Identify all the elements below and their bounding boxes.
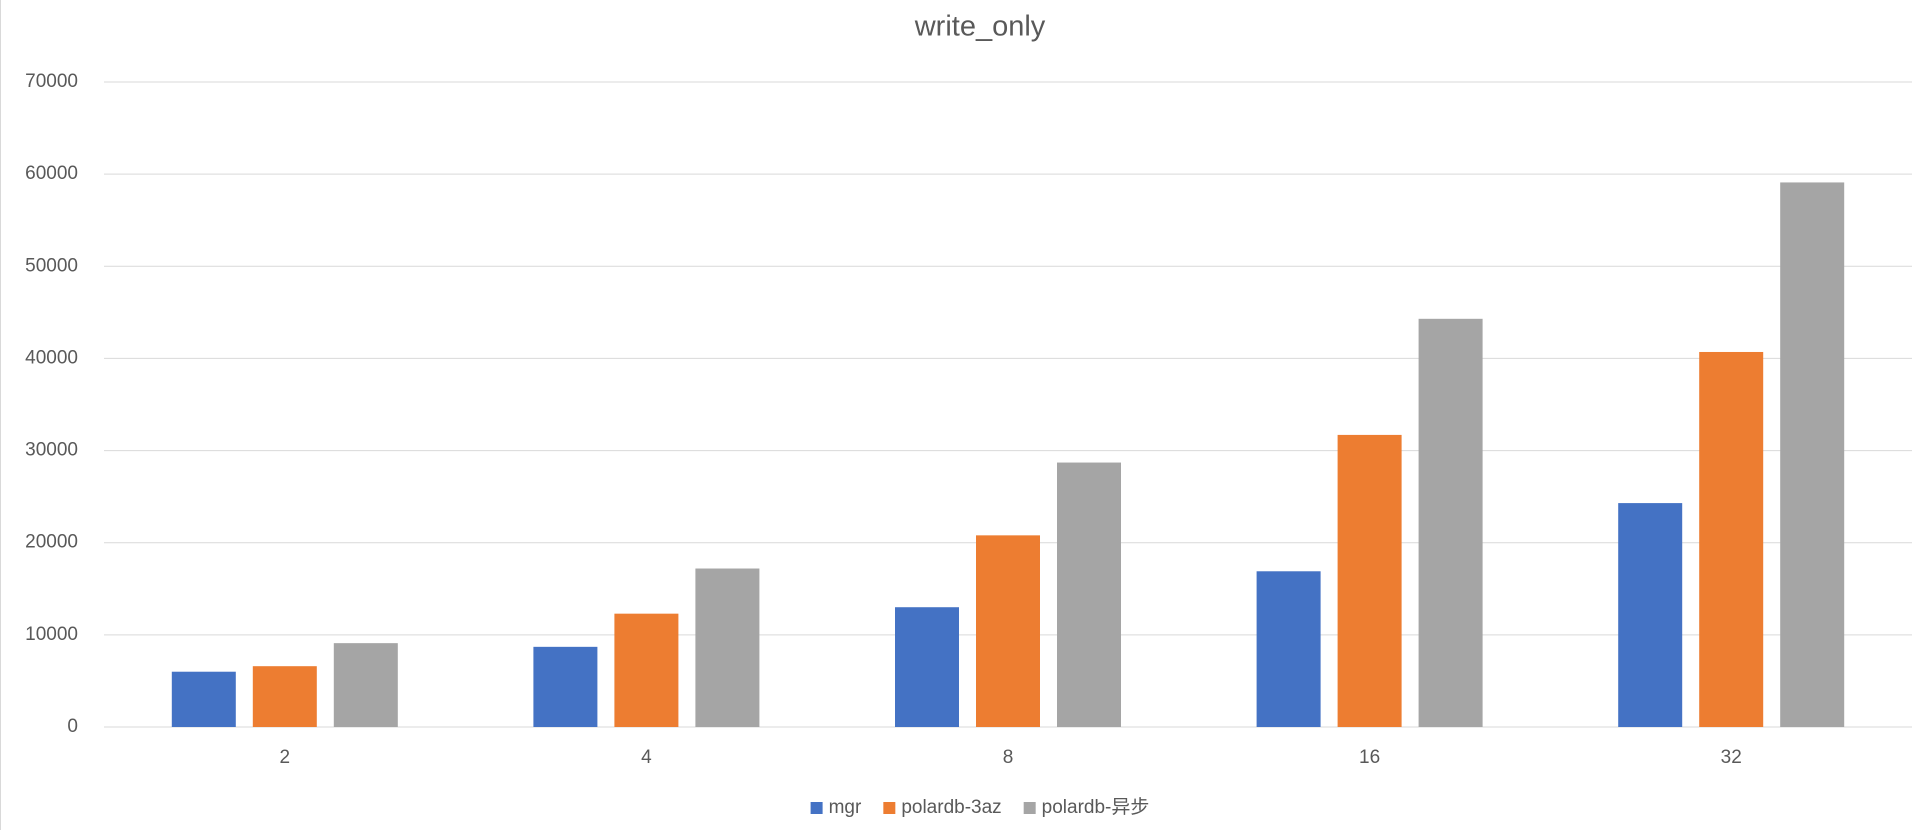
y-tick-label: 30000 [25,440,78,461]
bar [333,643,398,727]
bar [1618,503,1683,727]
chart-title: write_only [914,11,1046,43]
bar [695,568,760,727]
y-tick-label: 10000 [25,624,78,645]
x-tick-label: 32 [1721,747,1742,768]
y-tick-label: 0 [67,716,78,737]
bar [976,535,1040,727]
x-tick-label: 4 [641,747,652,768]
x-tick-label: 16 [1359,747,1380,768]
y-tick-label: 60000 [25,163,78,184]
bar [252,666,317,727]
x-tick-label: 2 [280,747,291,768]
legend-label: mgr [829,797,862,818]
y-tick-label: 70000 [25,71,78,92]
y-tick-label: 20000 [25,532,78,553]
legend-swatch [810,802,823,814]
legend-label: polardb-异步 [1042,796,1150,818]
bar [1057,462,1121,727]
bar [1418,318,1483,727]
legend-swatch [883,802,896,814]
bar [171,671,236,727]
bar [895,607,959,727]
y-tick-label: 50000 [25,255,78,276]
bar [1780,182,1845,727]
legend-label: polardb-3az [901,797,1001,818]
bar [614,613,679,727]
legend-swatch [1023,802,1036,814]
bar [533,646,598,727]
y-tick-label: 40000 [25,347,78,368]
bar [1699,351,1764,727]
x-tick-label: 8 [1003,747,1014,768]
bar [1256,571,1321,727]
bar [1337,434,1402,727]
